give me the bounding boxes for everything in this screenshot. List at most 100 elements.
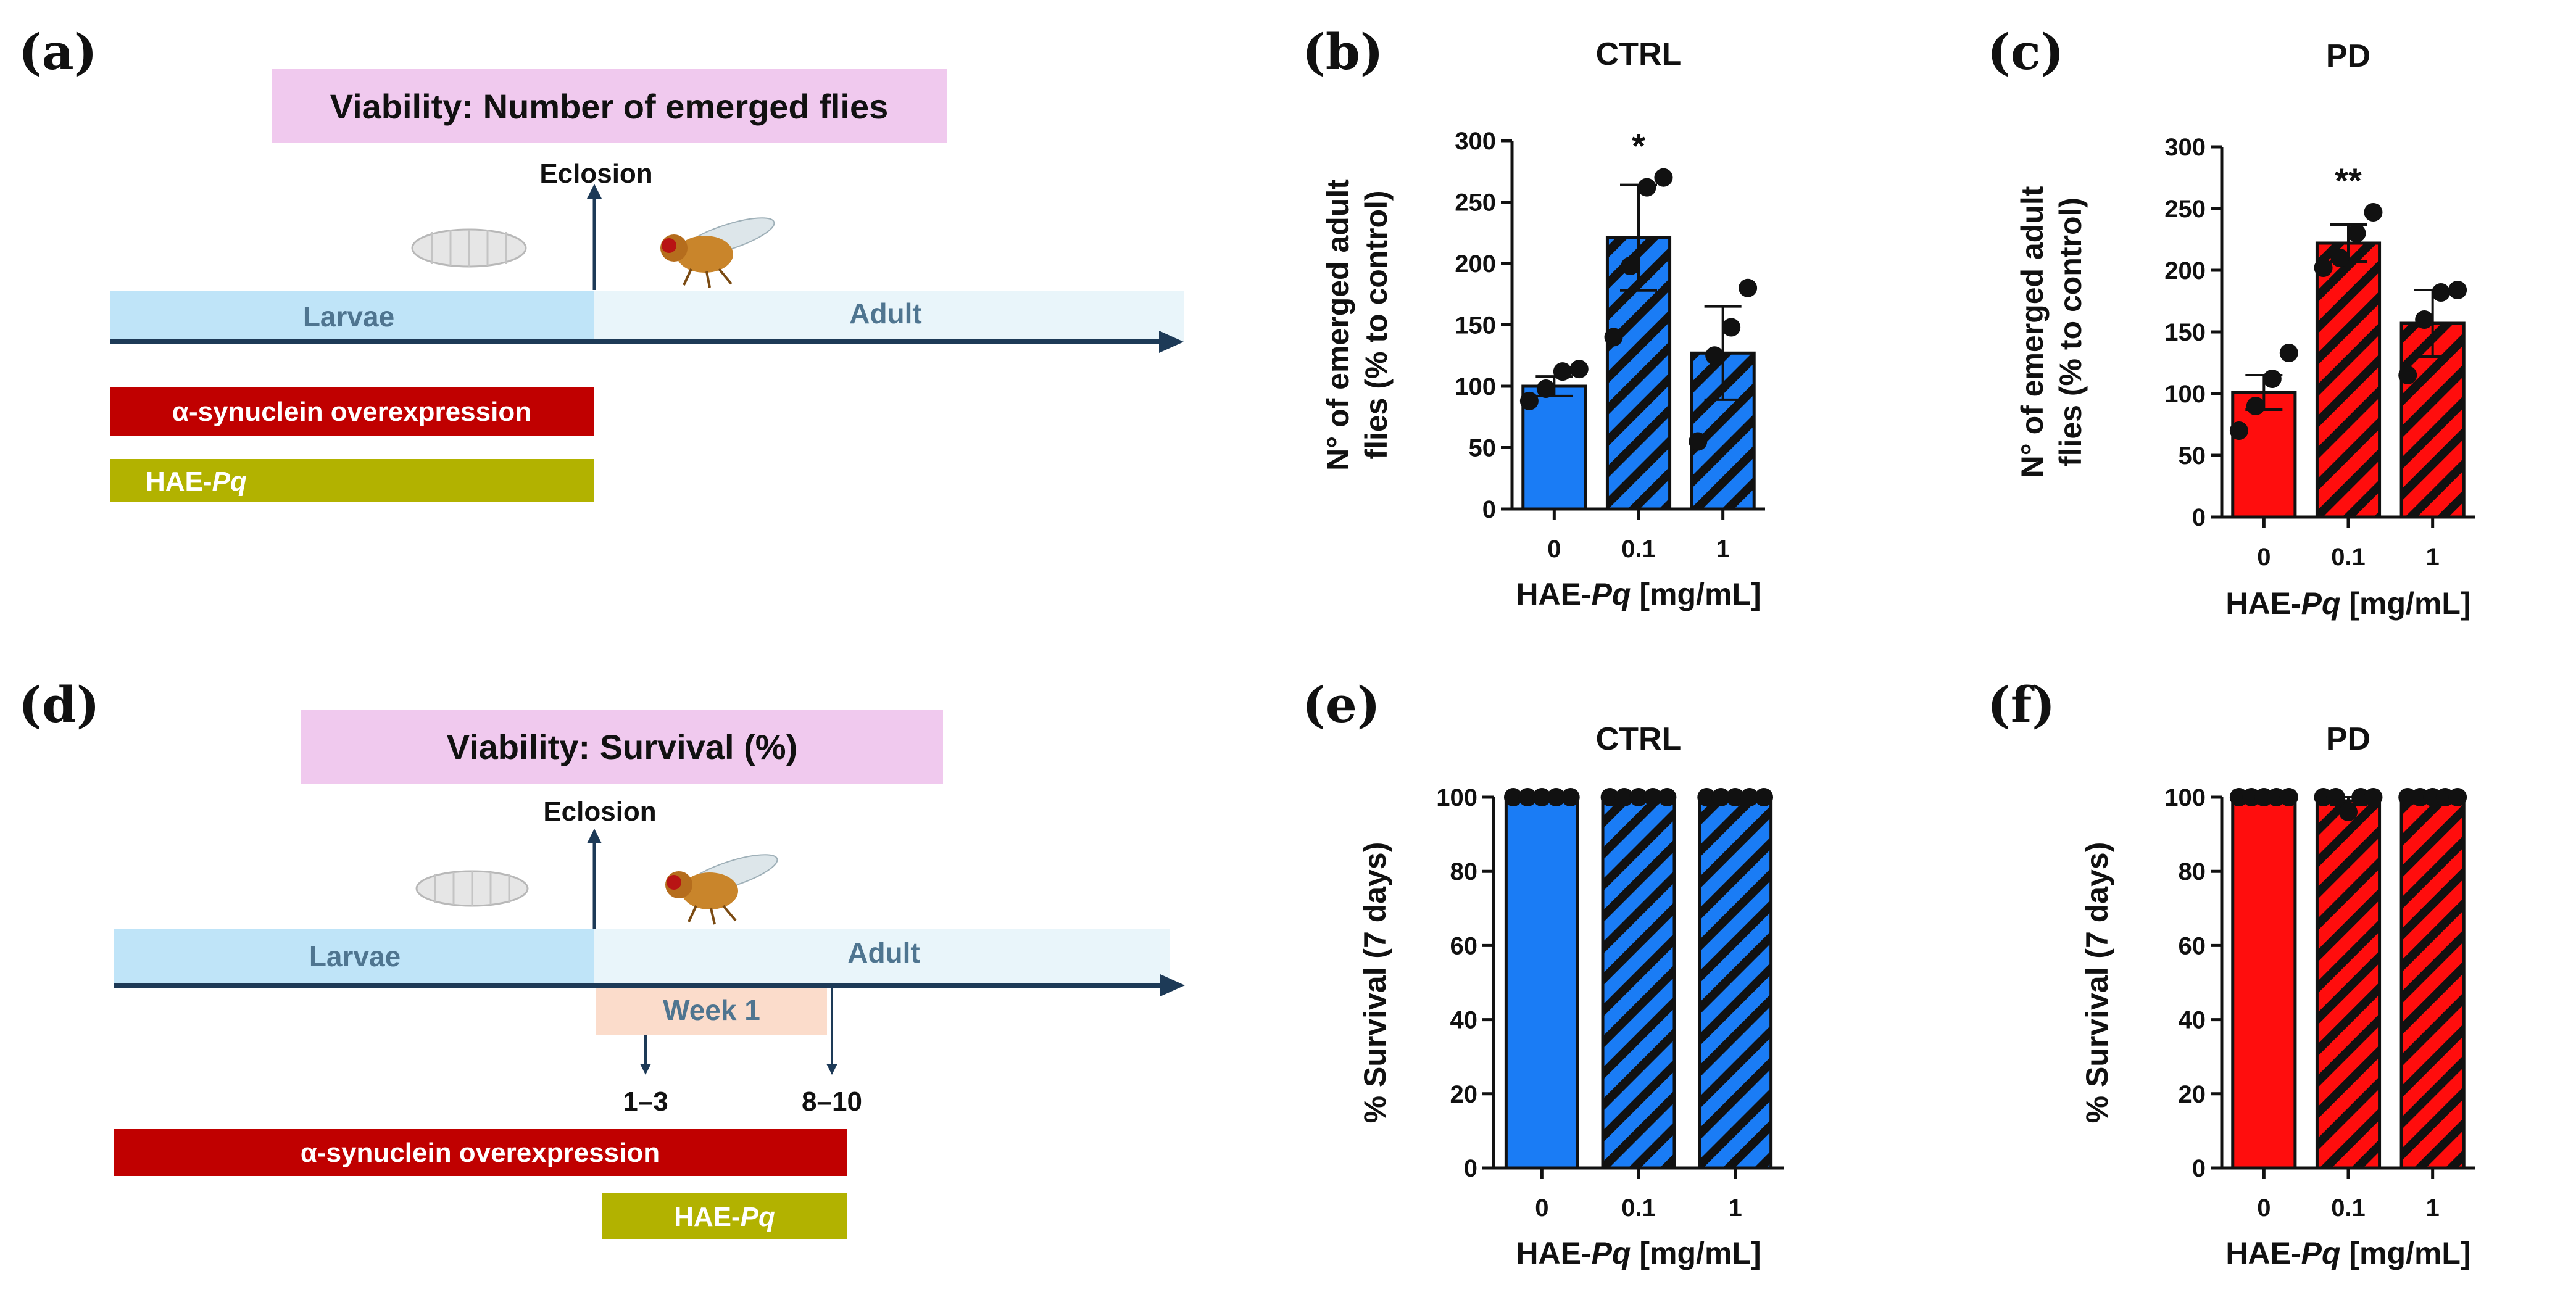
data-point [1518,788,1537,806]
larvae-band [110,291,594,342]
data-point [2326,788,2345,806]
adult-label-d: Adult [847,937,920,969]
x-axis-title-suffix: [mg/mL] [2341,586,2471,621]
data-point [1722,318,1741,337]
x-axis-title: HAE-Pq [mg/mL] [2225,1236,2470,1270]
significance-label: * [1632,126,1645,165]
data-point [2314,259,2333,277]
bar-1 [2399,795,2466,1170]
x-axis-title-italic: Pq [1592,1236,1631,1270]
panel-d-schematic: (d) Viability: Survival (%) Eclosion Lar… [19,676,1185,1239]
x-axis-title: HAE-Pq [mg/mL] [2225,586,2470,621]
week-label: Week 1 [663,994,760,1026]
data-point [2339,803,2358,822]
x-axis-title: HAE-Pq [mg/mL] [1516,1236,1761,1270]
chart-b-ctrl-emerged: CTRL 0 50 100 150 200 250 300 N° of emerged adul… [1321,36,1765,611]
panel-label-e: (e) [1302,676,1381,734]
data-point [2262,370,2282,388]
x-tick-label: 0 [2257,1195,2271,1222]
bar-0.1 [2315,241,2382,519]
synuclein-bar [110,387,594,436]
larvae-label-d: Larvae [309,940,401,972]
y-tick-label: 250 [1455,189,1496,217]
data-point [1697,788,1716,806]
data-point [1755,788,1774,806]
panel-label-b: (b) [1302,23,1384,81]
y-tick-label: 0 [2192,504,2206,531]
data-point [1547,788,1566,806]
x-tick-label: 1 [2426,544,2440,571]
y-axis-title: % Survival (7 days) [1358,842,1392,1124]
panel-label-a: (a) [19,23,98,81]
data-point [2398,366,2417,384]
x-tick-label: 0.1 [1621,1195,1656,1222]
hae-bar [110,459,594,502]
y-tick-label: 250 [2164,196,2206,223]
data-point [2246,397,2265,415]
panel-a-schematic: (a) Viability: Number of emerged flies E… [19,23,1184,502]
x-axis-title-italic: Pq [2301,1236,2341,1270]
synuclein-label-d: α-synuclein overexpression [301,1138,660,1168]
data-point [1614,788,1634,806]
data-point [1689,432,1708,451]
y-tick-label: 100 [2164,381,2206,408]
timeline-arrowhead-d [1160,974,1185,996]
data-point [1643,788,1663,806]
panel-label-c: (c) [1987,23,2064,81]
x-tick-label: 1 [1729,1195,1742,1222]
x-axis-title: HAE-Pq [mg/mL] [1516,577,1761,611]
hae-label: HAE-Pq [146,466,247,497]
eclosion-label: Eclosion [539,159,652,189]
eclosion-label-d: Eclosion [543,797,656,827]
bar-0.1 [1601,795,1676,1170]
y-tick-label: 50 [1469,435,1497,462]
y-axis-title-line1: N° of emerged adult [2015,186,2050,478]
y-tick-label: 60 [1450,932,1478,959]
chart-f-pd-survival: PD 0 20 40 60 80 100 % Survival (7 days) HAE-Pq … [2080,721,2475,1270]
y-tick-label: 200 [2164,257,2206,284]
data-point [1621,256,1640,275]
bar-1 [1698,795,1773,1170]
data-point [1604,328,1623,347]
chart-title: CTRL [1596,721,1682,757]
chart-title: CTRL [1596,36,1682,72]
y-tick-label: 150 [2164,319,2206,346]
adult-band [594,291,1184,342]
data-point [1637,178,1656,197]
day-early-label: 1–3 [623,1087,668,1117]
larva-icon [411,228,527,268]
data-point [2279,788,2298,806]
day-late-label: 8–10 [802,1087,862,1117]
timeline-arrowhead [1159,331,1184,353]
x-tick-label: 1 [2426,1195,2440,1222]
data-point [2415,310,2434,329]
x-tick-label: 1 [1716,536,1730,563]
adult-label: Adult [849,297,922,329]
x-tick-label: 0 [2257,544,2271,571]
chart-title: PD [2326,38,2370,74]
x-axis-title-suffix: [mg/mL] [2341,1236,2471,1270]
day-early-arrowhead [640,1064,651,1075]
hae-bar-d [602,1193,847,1239]
larva-icon [415,870,529,907]
data-point [2330,249,2350,267]
y-tick-label: 20 [1450,1081,1478,1108]
x-tick-label: 0 [1535,1195,1548,1222]
data-point [1600,788,1619,806]
hae-label-d: HAE-Pq [674,1202,775,1232]
y-tick-label: 80 [2179,858,2206,885]
x-tick-label: 0.1 [2331,1195,2366,1222]
chart-c-pd-emerged: PD 0 50 100 150 200 250 300 N° of emerged adult f… [2015,38,2475,621]
viability-title: Viability: Number of emerged flies [330,87,889,126]
y-tick-label: 40 [1450,1007,1478,1034]
data-point [2432,283,2451,302]
fly-icon [660,217,775,288]
data-point [2448,788,2467,806]
synuclein-label: α-synuclein overexpression [172,397,531,427]
data-point [2229,421,2248,440]
data-point [2279,344,2298,362]
data-point [1711,788,1730,806]
y-axis-title-line2: flies (% to control) [2053,197,2088,466]
chart-title: PD [2326,721,2370,757]
